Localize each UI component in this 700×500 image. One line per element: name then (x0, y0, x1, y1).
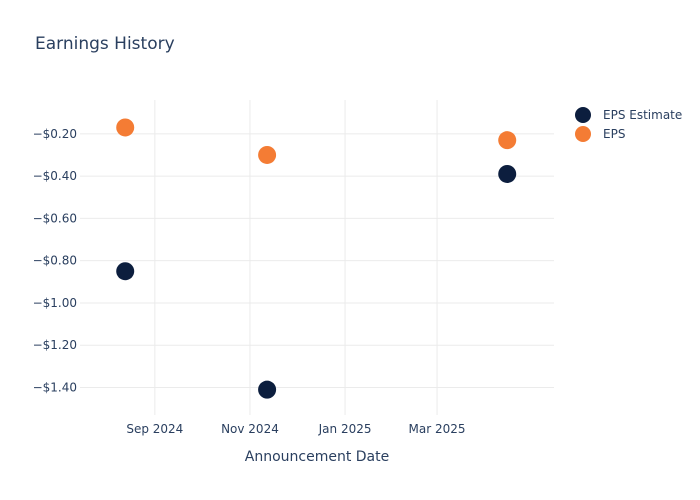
y-tick-label: −$0.40 (33, 169, 77, 183)
legend-marker-eps[interactable] (575, 126, 591, 142)
eps-point[interactable] (258, 145, 277, 164)
x-tick-label: Jan 2025 (318, 422, 372, 436)
data-points (116, 118, 517, 399)
eps-point[interactable] (498, 131, 517, 150)
y-tick-label: −$0.60 (33, 211, 77, 225)
eps-point[interactable] (116, 118, 135, 137)
x-tick-label: Mar 2025 (409, 422, 466, 436)
eps-estimate-point[interactable] (116, 262, 135, 281)
eps-estimate-point[interactable] (498, 164, 517, 183)
x-axis-ticks: Sep 2024 Nov 2024 Jan 2025 Mar 2025 (126, 422, 465, 436)
legend-label-eps[interactable]: EPS (603, 127, 625, 141)
legend[interactable]: EPS Estimate EPS (575, 107, 682, 142)
x-tick-label: Sep 2024 (126, 422, 183, 436)
legend-marker-eps-estimate[interactable] (575, 107, 591, 123)
y-axis-ticks: −$0.20 −$0.40 −$0.60 −$0.80 −$1.00 −$1.20 −$1.… (33, 127, 77, 395)
y-tick-label: −$1.00 (33, 296, 77, 310)
grid-lines (80, 100, 554, 415)
y-tick-label: −$1.20 (33, 338, 77, 352)
eps-estimate-point[interactable] (258, 380, 277, 399)
y-tick-label: −$0.80 (33, 254, 77, 268)
legend-label-eps-estimate[interactable]: EPS Estimate (603, 108, 682, 122)
chart-title: Earnings History (35, 34, 175, 54)
y-tick-label: −$1.40 (33, 381, 77, 395)
x-tick-label: Nov 2024 (221, 422, 279, 436)
x-axis-label: Announcement Date (245, 449, 389, 465)
y-tick-label: −$0.20 (33, 127, 77, 141)
